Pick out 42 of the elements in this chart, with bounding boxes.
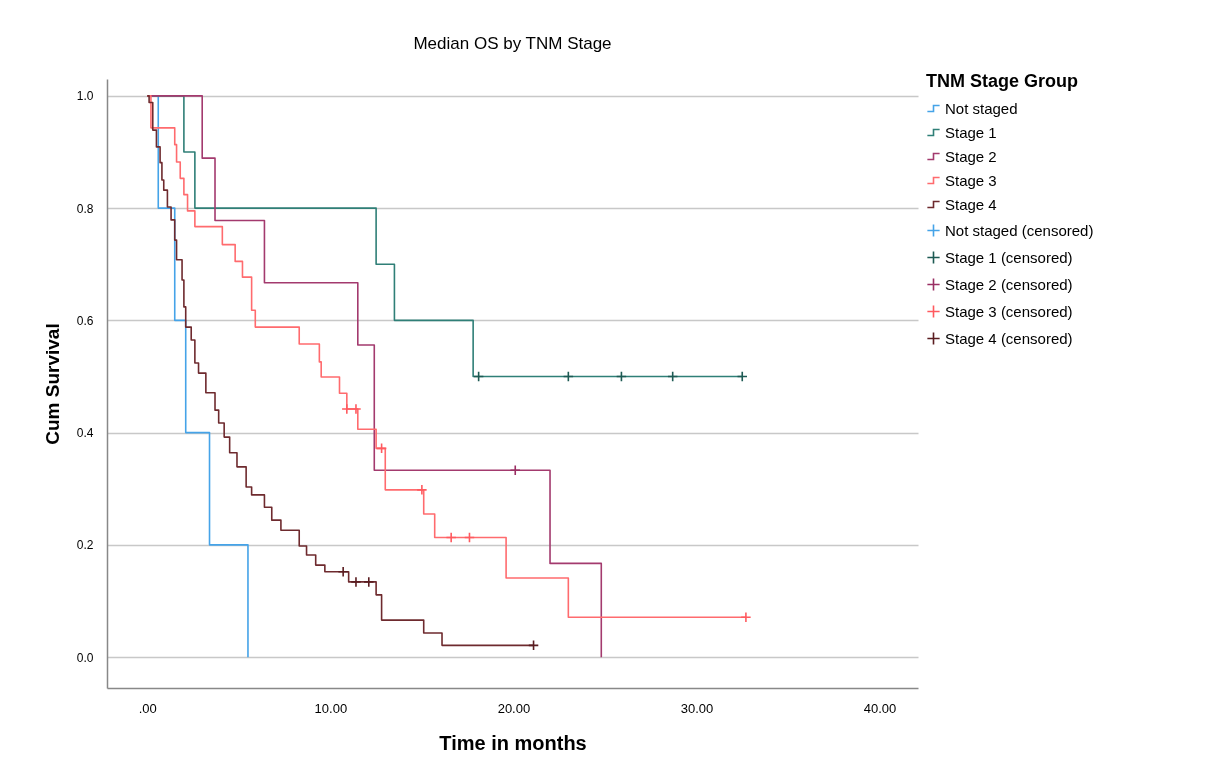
x-tick-label: 40.00 (863, 700, 897, 716)
legend-label: Stage 3 (945, 171, 997, 189)
legend-label: Stage 2 (censored) (945, 275, 1073, 293)
point (376, 442, 388, 454)
point (562, 370, 574, 383)
legend-label: Not staged (censored) (945, 221, 1094, 239)
chart-title: Median OS by TNM Stage (413, 34, 612, 53)
point (736, 370, 748, 383)
point (341, 403, 353, 415)
legend-label: Not staged (945, 99, 1018, 117)
y-tick-label: 0.0 (76, 650, 94, 665)
x-tick-label: 10.00 (314, 700, 348, 716)
legend-label: Stage 2 (945, 147, 997, 165)
point (363, 576, 375, 588)
point (615, 370, 627, 383)
point (350, 576, 362, 588)
x-tick-label: 20.00 (497, 700, 531, 716)
point (445, 532, 457, 544)
legend-label: Stage 1 (945, 123, 997, 141)
point (463, 532, 476, 544)
y-tick-label: 0.6 (76, 313, 94, 328)
point (473, 370, 485, 383)
point (350, 403, 362, 415)
x-axis-title: Time in months (439, 731, 587, 754)
legend-label: Stage 4 (945, 195, 997, 213)
point (337, 566, 349, 578)
x-tick-label: 30.00 (680, 700, 714, 716)
legend-title: TNM Stage Group (926, 71, 1078, 91)
y-tick-label: 0.4 (76, 426, 94, 441)
point (509, 464, 521, 476)
legend-label: Stage 4 (censored) (945, 329, 1073, 347)
point (667, 370, 679, 383)
legend-label: Stage 3 (censored) (945, 302, 1073, 320)
y-tick-label: 0.2 (76, 538, 94, 553)
y-axis-title: Cum Survival (41, 323, 63, 445)
point (528, 639, 540, 651)
legend-label: Stage 1 (censored) (945, 248, 1073, 266)
point (416, 484, 428, 496)
x-tick-label: .00 (138, 700, 157, 716)
point (740, 611, 752, 623)
y-tick-label: 0.8 (76, 201, 94, 216)
y-tick-label: 1.0 (76, 89, 94, 104)
